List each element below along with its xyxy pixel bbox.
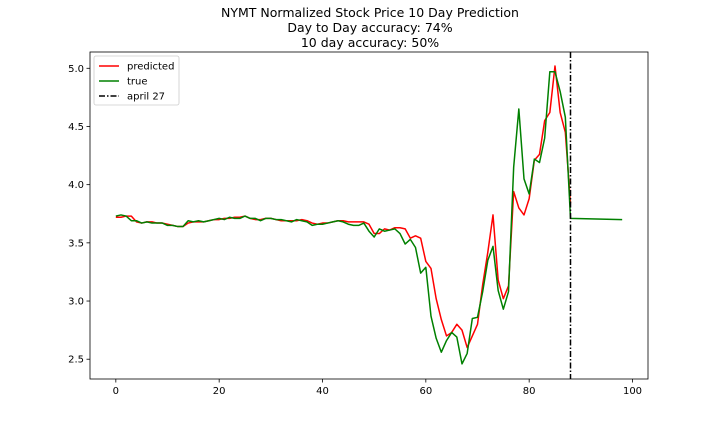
y-tick-label: 4.0 xyxy=(68,180,84,191)
legend: predicted true april 27 xyxy=(93,55,180,106)
series-layer xyxy=(115,52,623,379)
x-tick-label: 0 xyxy=(113,386,119,397)
chart-title-line-1: NYMT Normalized Stock Price 10 Day Predi… xyxy=(221,5,519,20)
plot-area-frame xyxy=(89,51,649,380)
legend-label-predicted: predicted xyxy=(127,62,174,73)
chart-title-line-2: Day to Day accuracy: 74% xyxy=(287,20,452,35)
x-tick-label: 100 xyxy=(623,386,642,397)
y-tick-label: 3.0 xyxy=(68,297,84,308)
y-tick-label: 3.5 xyxy=(68,238,84,249)
series-true-line xyxy=(115,71,623,365)
chart-title-line-3: 10 day accuracy: 50% xyxy=(301,35,439,50)
series-predicted-line xyxy=(115,65,572,349)
y-tick-label: 2.5 xyxy=(68,355,84,366)
x-tick-label: 20 xyxy=(213,386,226,397)
ticks-layer: 0 20 40 60 80 100 2.5 3.0 3.5 4.0 4.5 5.0 xyxy=(68,64,642,397)
legend-box xyxy=(93,55,180,106)
y-tick-label: 4.5 xyxy=(68,122,84,133)
legend-label-true: true xyxy=(127,77,148,88)
legend-label-april-27: april 27 xyxy=(127,92,165,103)
x-tick-label: 40 xyxy=(316,386,329,397)
x-tick-label: 80 xyxy=(523,386,536,397)
x-tick-label: 60 xyxy=(419,386,432,397)
y-tick-label: 5.0 xyxy=(68,64,84,75)
